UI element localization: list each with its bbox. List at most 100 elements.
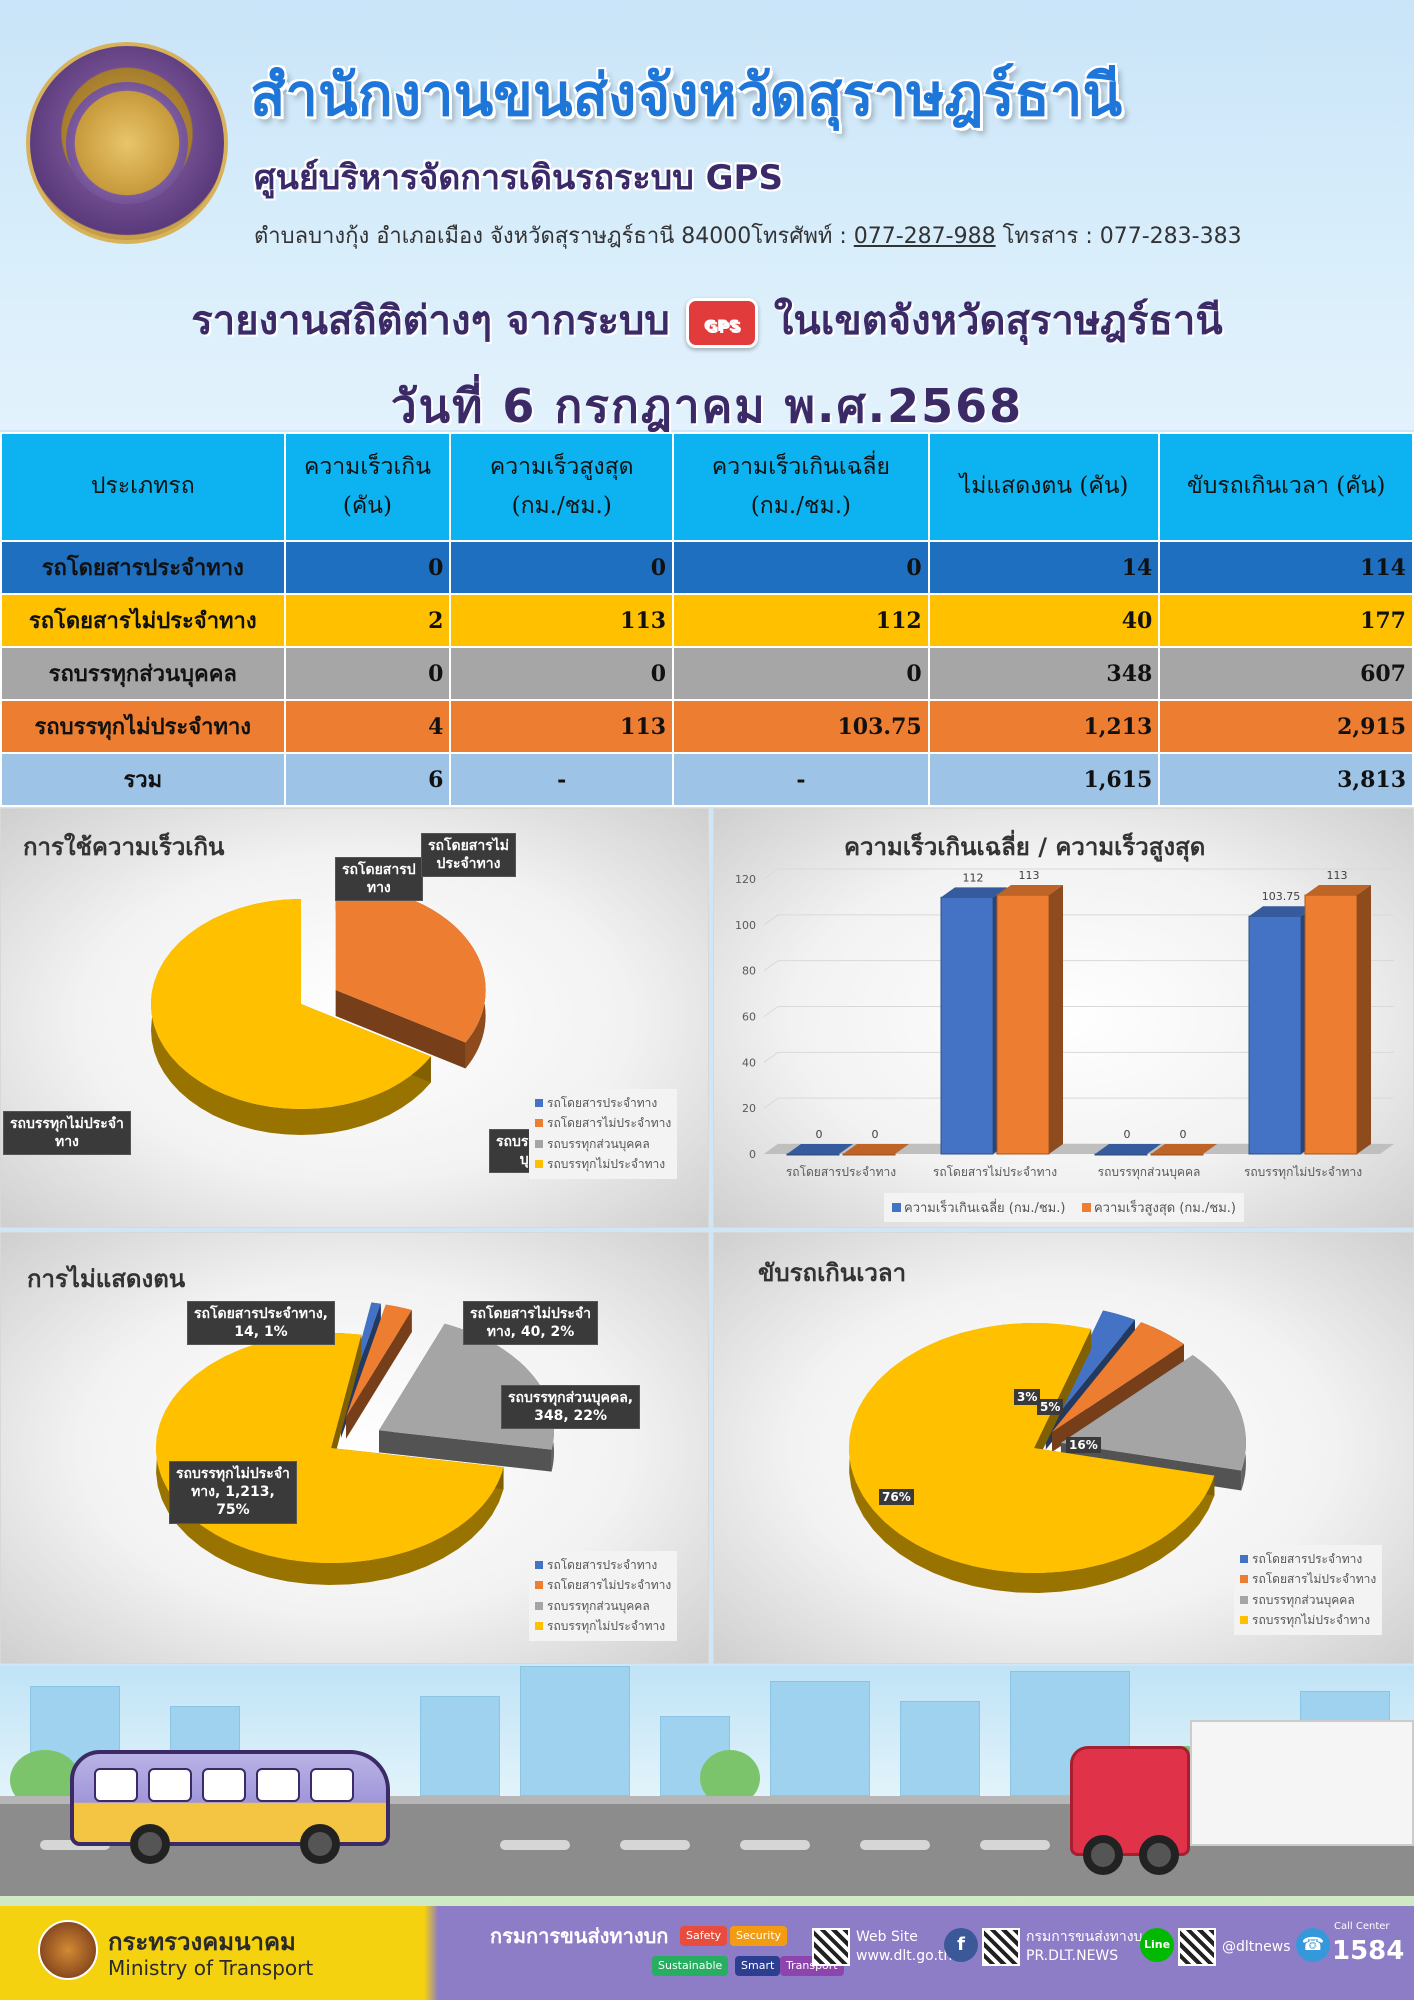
legend-item: รถบรรทุกส่วนบุคคล — [535, 1134, 671, 1154]
building — [520, 1666, 630, 1796]
header-avg-overspeed: ความเร็วเกินเฉลี่ย (กม./ชม.) — [672, 432, 930, 542]
address-text: ตำบลบางกุ้ง อำเภอเมือง จังหวัดสุราษฎร์ธา… — [254, 224, 854, 249]
cell: 3,813 — [1158, 752, 1414, 807]
badge-smart: Smart — [735, 1956, 781, 1976]
pie1-label-truck-nonfixed: รถบรรทุกไม่ประจำ ทาง — [3, 1111, 131, 1156]
cell: 607 — [1158, 646, 1414, 701]
cell: 114 — [1158, 540, 1414, 595]
cell: 2 — [283, 593, 452, 648]
legend-item: รถบรรทุกไม่ประจำทาง — [535, 1616, 671, 1636]
road-marking — [860, 1840, 930, 1850]
line-qr-icon — [1178, 1928, 1216, 1966]
bar-data-label: 112 — [963, 871, 984, 884]
chart-title: ขับรถเกินเวลา — [758, 1259, 907, 1287]
ministry-name-en: Ministry of Transport — [108, 1956, 314, 1980]
row-label: รถโดยสารไม่ประจำทาง — [0, 593, 286, 648]
road-marking — [980, 1840, 1050, 1850]
overtime-pie-panel: ขับรถเกินเวลา 3% 5% 16% 76% รถโดยสารประจ… — [713, 1232, 1414, 1664]
website[interactable]: Web Site www.dlt.go.th — [856, 1929, 953, 1964]
y-tick-label: 60 — [742, 1011, 756, 1024]
bar — [1094, 1144, 1161, 1156]
row-label: รถบรรทุกส่วนบุคคล — [0, 646, 286, 701]
header-not-identified: ไม่แสดงตน (คัน) — [927, 432, 1161, 542]
report-title-right: ในเขตจังหวัดสุราษฎร์ธานี — [773, 298, 1223, 344]
dlt-name: กรมการขนส่งทางบก — [490, 1924, 669, 1948]
bar-data-label: 0 — [816, 1128, 823, 1141]
report-date: วันที่ 6 กรกฎาคม พ.ศ.2568 — [390, 379, 1024, 433]
row-label: รวม — [0, 752, 286, 807]
department-seal-logo — [26, 42, 228, 244]
badge-security: Security — [730, 1926, 788, 1946]
cell: 0 — [283, 646, 452, 701]
table-row: รถโดยสารประจำทาง 0 0 0 14 114 — [0, 540, 1414, 595]
legend-item: ความเร็วเกินเฉลี่ย (กม./ชม.) — [892, 1201, 1065, 1216]
bar — [1150, 1144, 1217, 1156]
pie4-label-bus-nonfixed: 5% — [1037, 1399, 1064, 1415]
bar — [842, 1144, 909, 1156]
cell: 177 — [1158, 593, 1414, 648]
cell: 1,213 — [927, 699, 1161, 754]
center-subtitle: ศูนย์บริหารจัดการเดินรถระบบ GPS — [254, 158, 783, 198]
call-center-number[interactable]: 1584 — [1332, 1936, 1405, 1966]
pie4-label-truck-private: 16% — [1066, 1437, 1101, 1453]
cell: 113 — [449, 699, 675, 754]
legend-item: รถโดยสารประจำทาง — [1240, 1549, 1376, 1569]
facebook-icon[interactable]: f — [944, 1928, 978, 1962]
legend-item: รถโดยสารประจำทาง — [535, 1555, 671, 1575]
chart-title: ความเร็วเกินเฉลี่ย / ความเร็วสูงสุด — [844, 833, 1206, 861]
statistics-table: ประเภทรถ ความเร็วเกิน (คัน) ความเร็วสูงสุ… — [0, 432, 1414, 807]
cell: 4 — [283, 699, 452, 754]
line-handle[interactable]: @dltnews — [1222, 1939, 1291, 1955]
cell: 0 — [283, 540, 452, 595]
y-tick-label: 120 — [735, 873, 756, 886]
building — [900, 1701, 980, 1796]
cell: 0 — [672, 646, 930, 701]
phone-link[interactable]: 077-287-988 — [853, 224, 996, 249]
y-tick-label: 100 — [735, 919, 756, 932]
cell: 0 — [449, 540, 675, 595]
cell: 14 — [927, 540, 1161, 595]
truck-icon — [1070, 1746, 1190, 1875]
legend-item: รถโดยสารไม่ประจำทาง — [535, 1113, 671, 1133]
bar-data-label: 0 — [872, 1128, 879, 1141]
ministry-logo — [38, 1920, 98, 1980]
line-icon[interactable]: Line — [1140, 1928, 1174, 1962]
pie3-legend: รถโดยสารประจำทาง รถโดยสารไม่ประจำทาง รถบ… — [529, 1551, 678, 1641]
website-qr-icon — [812, 1928, 850, 1966]
cell: 113 — [449, 593, 675, 648]
badge-sustainable: Sustainable — [652, 1956, 729, 1976]
legend-item: รถโดยสารไม่ประจำทาง — [1240, 1569, 1376, 1589]
cell: 40 — [927, 593, 1161, 648]
bar-data-label: 0 — [1124, 1128, 1131, 1141]
badge-safety: Safety — [680, 1926, 728, 1946]
pie1-label-bus-nonfixed: รถโดยสารไม่ ประจำทาง — [421, 833, 517, 878]
truck-trailer — [1190, 1720, 1414, 1846]
pie-slice-1 — [1052, 1322, 1184, 1452]
office-title: สำนักงานขนส่งจังหวัดสุราษฎร์ธานี — [250, 61, 1123, 129]
pie-slice-3 — [849, 1323, 1215, 1593]
road-marking — [620, 1840, 690, 1850]
table-row-total: รวม 6 - - 1,615 3,813 — [0, 752, 1414, 807]
facebook-page[interactable]: กรมการขนส่งทางบก PR.DLT.NEWS — [1026, 1929, 1151, 1964]
pie4-label-truck-nonfixed: 76% — [879, 1489, 914, 1505]
speed-bar-chart: 0 20 40 60 80 100 120 0 0 รถโดยสารประจำทาง 112 113 ร… — [735, 868, 1394, 1180]
cell: 2,915 — [1158, 699, 1414, 754]
footer: กระทรวงคมนาคม Ministry of Transport กรมก… — [0, 1906, 1414, 2000]
facebook-qr-icon — [982, 1928, 1020, 1966]
bar-data-label: 103.75 — [1262, 890, 1301, 903]
legend-item: ความเร็วสูงสุด (กม./ชม.) — [1081, 1201, 1236, 1216]
road-marking — [500, 1840, 570, 1850]
table-row: รถบรรทุกไม่ประจำทาง 4 113 103.75 1,213 2… — [0, 699, 1414, 754]
row-label: รถโดยสารประจำทาง — [0, 540, 286, 595]
x-tick-label: รถบรรทุกไม่ประจำทาง — [1244, 1165, 1362, 1180]
x-tick-label: รถโดยสารไม่ประจำทาง — [933, 1165, 1057, 1179]
ministry-name-th: กระทรวงคมนาคม — [108, 1928, 296, 1956]
legend-item: รถบรรทุกส่วนบุคคล — [1240, 1590, 1376, 1610]
y-tick-label: 80 — [742, 965, 756, 978]
overspeed-pie-chart — [150, 885, 486, 1135]
pie-slice-3 — [150, 899, 431, 1135]
report-title-left: รายงานสถิติต่างๆ จากระบบ — [191, 298, 670, 344]
row-label: รถบรรทุกไม่ประจำทาง — [0, 699, 286, 754]
bar-data-label: 113 — [1327, 869, 1348, 882]
cell: 348 — [927, 646, 1161, 701]
